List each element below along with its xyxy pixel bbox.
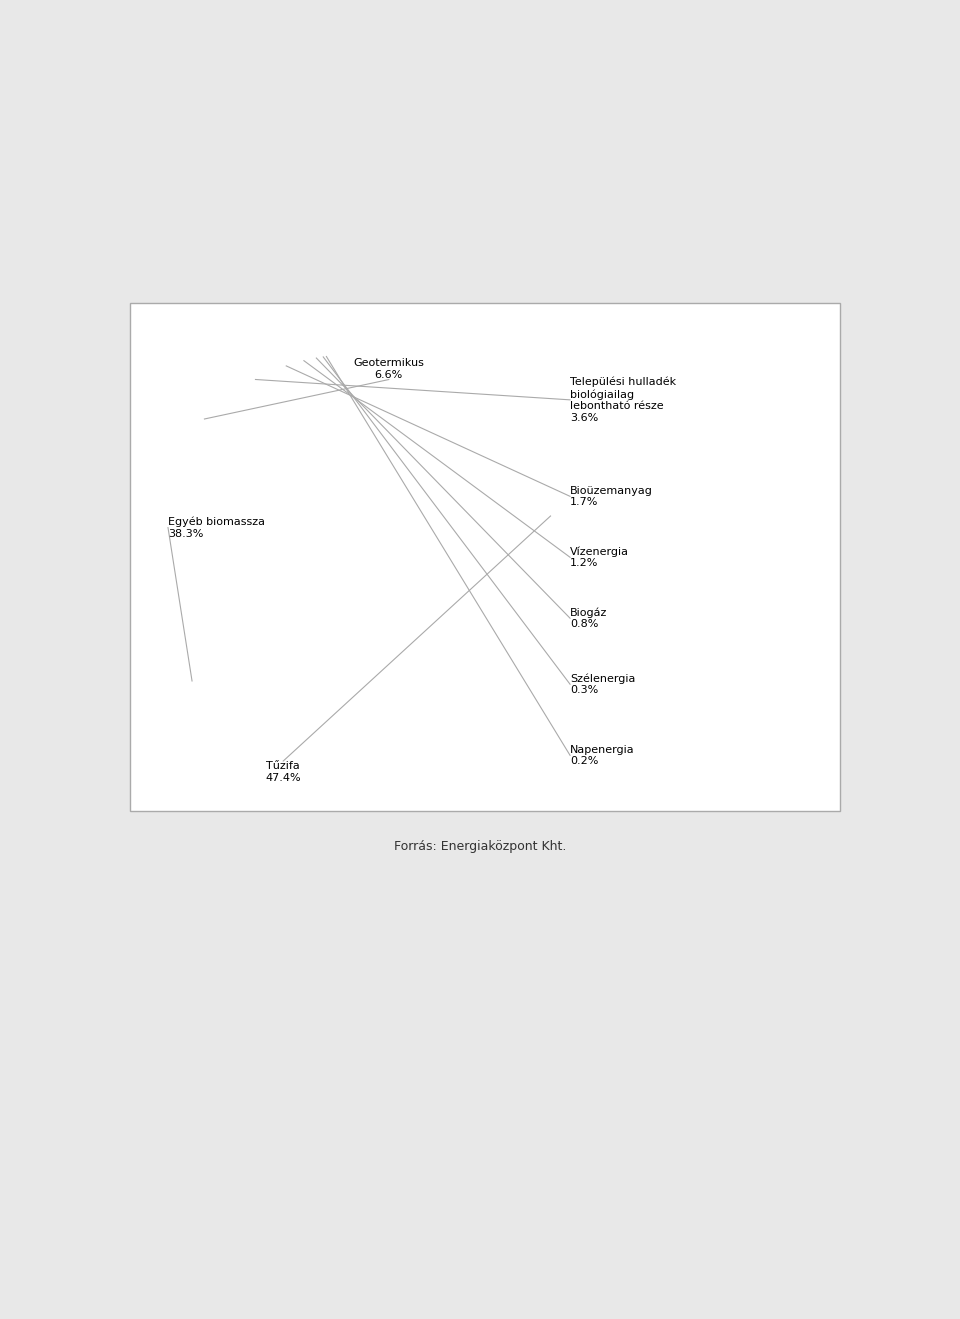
Text: Vízenergia
1.2%: Vízenergia 1.2% [570,546,629,568]
Text: Szélenergia
0.3%: Szélenergia 0.3% [570,673,636,695]
Text: Tűzifa
47.4%: Tűzifa 47.4% [265,761,301,782]
Wedge shape [303,384,352,557]
Text: A megújuló energiafelhasználás megoszlása: A megújuló energiafelhasználás megoszlás… [277,339,692,357]
Text: Magyországon, 2006: Magyországon, 2006 [388,396,582,414]
Text: Forrás: Energiaközpont Kht.: Forrás: Energiaközpont Kht. [394,840,566,853]
Text: Bioüzemanyag
1.7%: Bioüzemanyag 1.7% [570,485,653,506]
Wedge shape [328,381,352,557]
Wedge shape [325,381,352,557]
Wedge shape [201,412,352,557]
Wedge shape [175,466,403,735]
Text: Geotermikus
6.6%: Geotermikus 6.6% [353,357,424,380]
Wedge shape [285,386,352,557]
Wedge shape [251,393,352,557]
Wedge shape [330,380,530,728]
Text: Egyéb biomassza
38.3%: Egyéb biomassza 38.3% [168,517,265,538]
Text: Biogáz
0.8%: Biogáz 0.8% [570,607,608,629]
Text: Települési hulladék
biológiailag
lebontható része
3.6%: Települési hulladék biológiailag lebonth… [570,377,676,423]
Text: Napenergia
0.2%: Napenergia 0.2% [570,744,635,766]
Wedge shape [317,381,352,557]
